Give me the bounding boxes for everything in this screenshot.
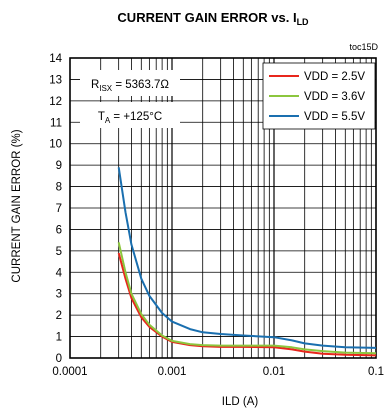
- legend: VDD = 2.5V VDD = 3.6V VDD = 5.5V: [262, 62, 376, 130]
- y-tick-label: 6: [56, 224, 62, 236]
- chart-title: CURRENT GAIN ERROR vs. ILD: [117, 10, 309, 27]
- y-tick-label: 4: [56, 267, 63, 279]
- x-axis-tick-labels: 0.0001 0.001 0.01 0.1: [52, 366, 384, 378]
- condition-annotations: RISX = 5363.7Ω TA = +125°C: [80, 70, 180, 128]
- y-tick-label: 9: [56, 160, 62, 172]
- y-tick-label: 12: [49, 96, 62, 108]
- x-tick-label: 0.001: [158, 366, 187, 378]
- y-tick-label: 14: [49, 53, 62, 65]
- annotation-box: [80, 70, 180, 96]
- legend-label: VDD = 5.5V: [304, 111, 365, 123]
- y-tick-label: 2: [56, 310, 62, 322]
- figure-tag: toc15D: [349, 42, 378, 52]
- x-tick-label: 0.1: [368, 366, 384, 378]
- data-series: [117, 167, 377, 357]
- x-tick-label: 0.01: [263, 366, 285, 378]
- series-line: [117, 167, 377, 349]
- y-tick-label: 3: [56, 289, 62, 301]
- y-tick-label: 7: [56, 203, 62, 215]
- y-tick-label: 0: [56, 353, 62, 365]
- legend-label: VDD = 2.5V: [304, 71, 365, 83]
- y-axis-label: CURRENT GAIN ERROR (%): [11, 129, 23, 282]
- annotation-box: [80, 102, 180, 128]
- annotation-text: TA = +125°C: [98, 111, 162, 125]
- y-tick-label: 10: [49, 139, 62, 151]
- x-axis-label: ILD (A): [222, 396, 259, 408]
- annotation-text: RISX = 5363.7Ω: [91, 79, 169, 93]
- y-tick-label: 1: [56, 332, 62, 344]
- y-tick-label: 5: [56, 246, 62, 258]
- y-tick-label: 11: [50, 117, 62, 129]
- x-tick-label: 0.0001: [52, 366, 87, 378]
- series-line: [117, 252, 377, 357]
- y-tick-label: 8: [56, 182, 62, 194]
- plot-frame: [69, 57, 377, 359]
- legend-label: VDD = 3.6V: [304, 91, 365, 103]
- series-line: [117, 242, 377, 355]
- plot-grid: [70, 58, 376, 358]
- y-tick-label: 13: [49, 74, 62, 86]
